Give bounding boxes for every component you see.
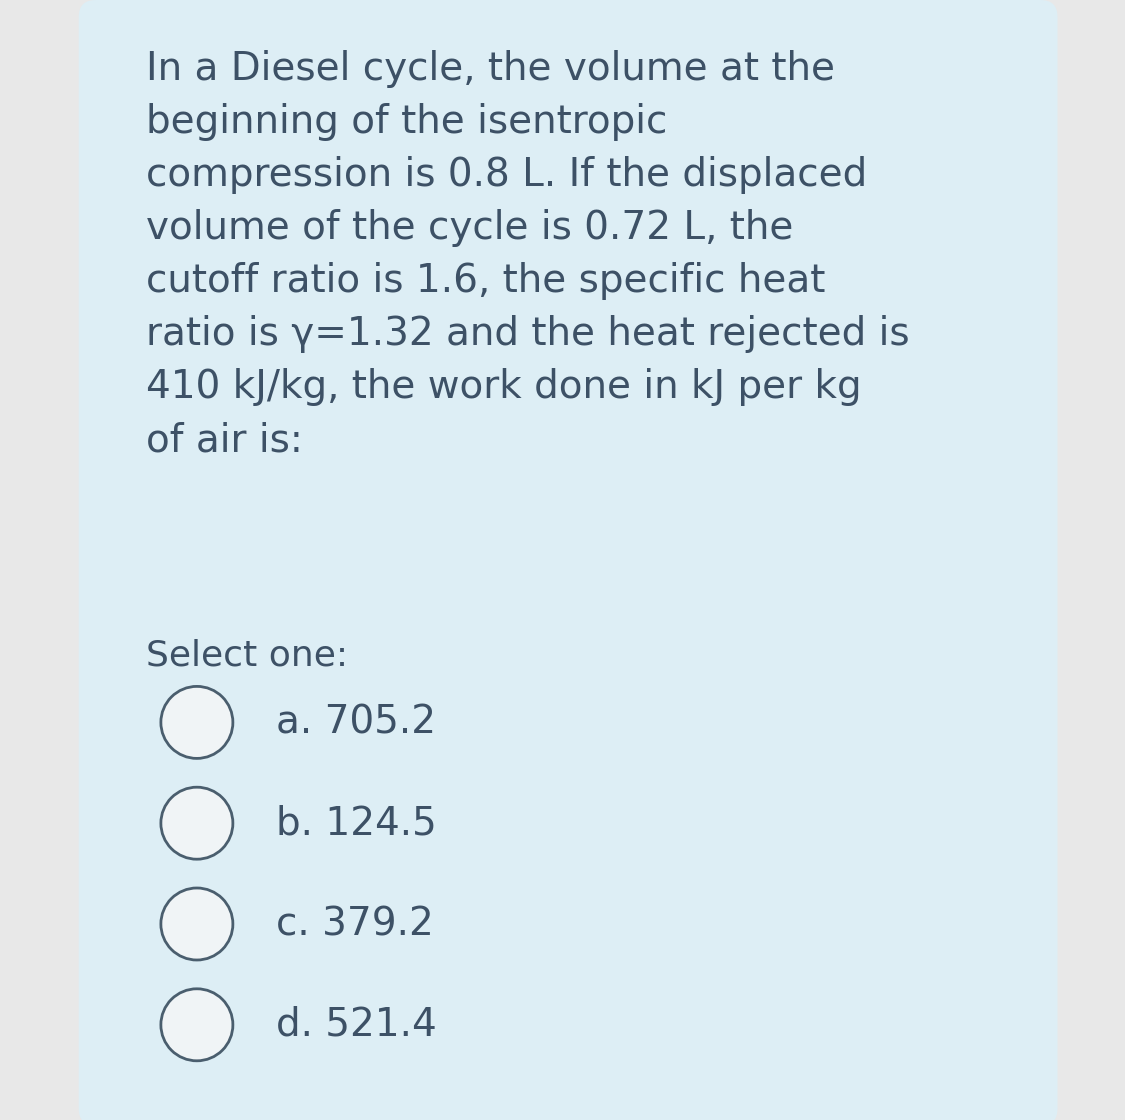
Text: a. 705.2: a. 705.2 — [276, 703, 435, 741]
Text: Select one:: Select one: — [146, 638, 349, 672]
Text: d. 521.4: d. 521.4 — [276, 1006, 436, 1044]
Text: c. 379.2: c. 379.2 — [276, 905, 433, 943]
Ellipse shape — [161, 687, 233, 758]
Text: In a Diesel cycle, the volume at the
beginning of the isentropic
compression is : In a Diesel cycle, the volume at the beg… — [146, 50, 910, 459]
Text: b. 124.5: b. 124.5 — [276, 804, 436, 842]
FancyBboxPatch shape — [79, 0, 1058, 1120]
Ellipse shape — [161, 787, 233, 859]
Ellipse shape — [161, 888, 233, 960]
Ellipse shape — [161, 989, 233, 1061]
